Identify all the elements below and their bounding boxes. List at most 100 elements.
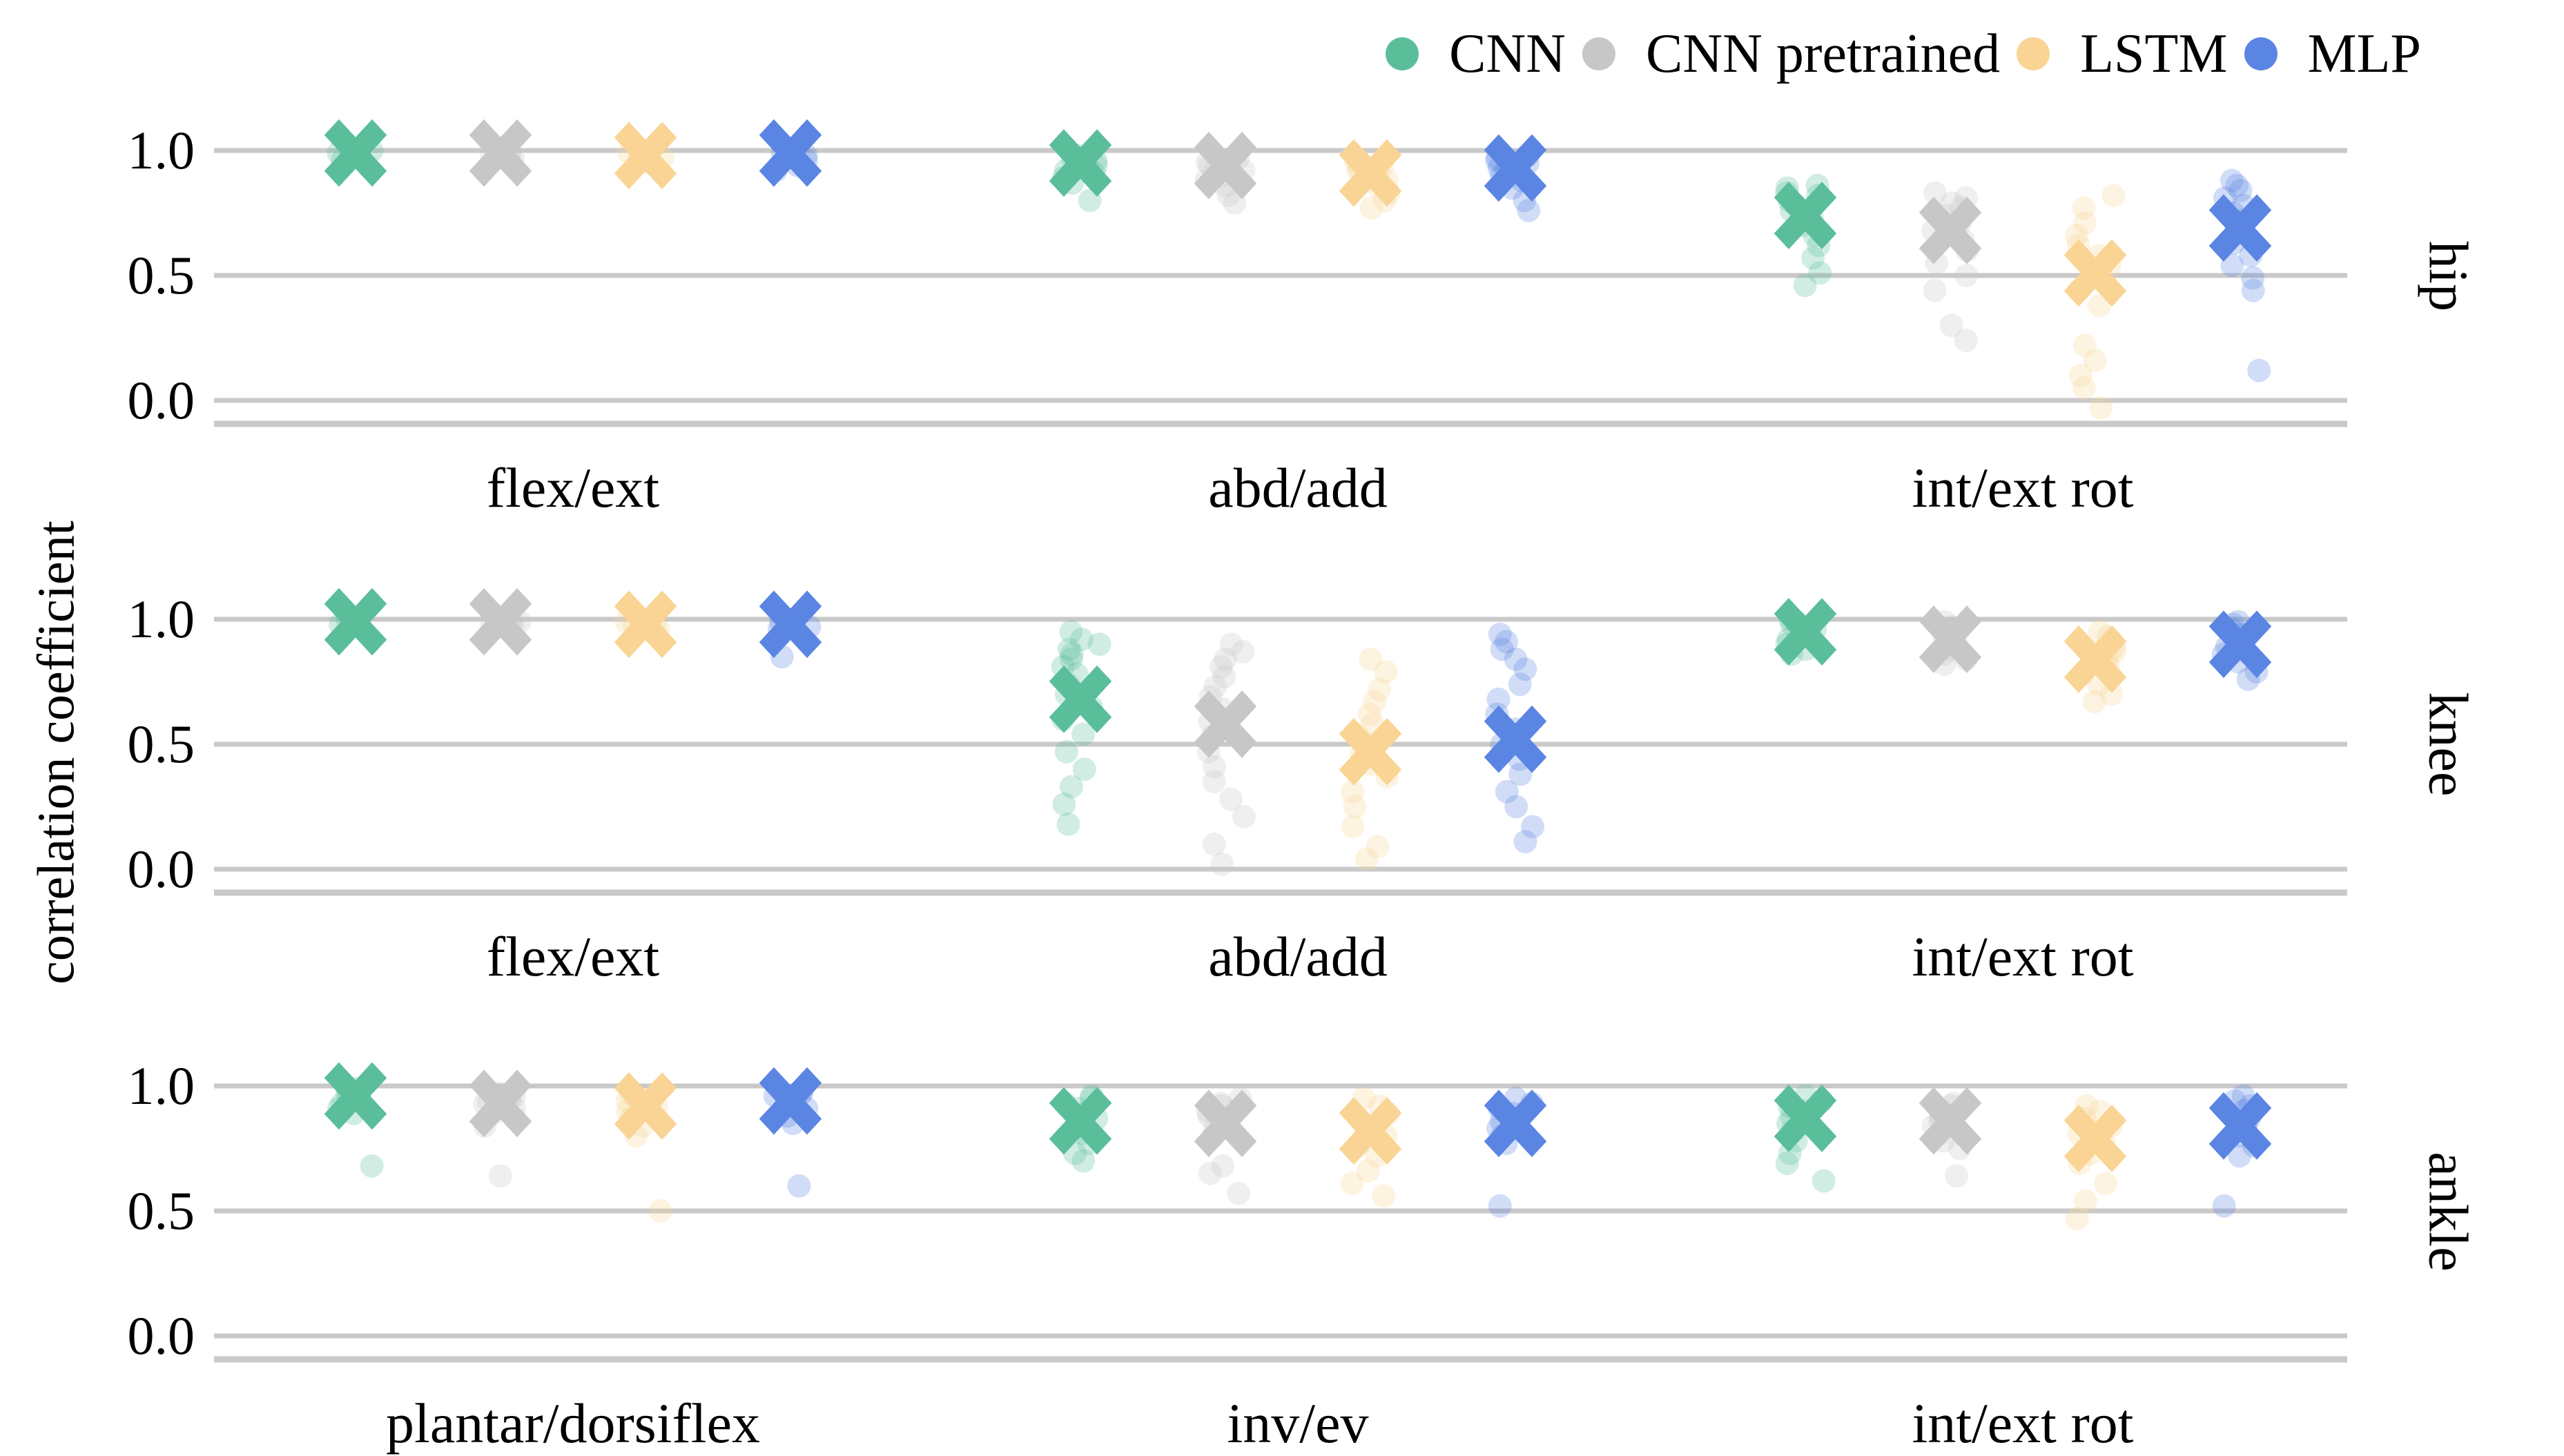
mean-x-marker <box>1484 705 1547 773</box>
data-point <box>1056 812 1080 836</box>
xlabel-knee-int-ext-rot: int/ext rot <box>1912 925 2134 988</box>
xlabel-knee-abd-add: abd/add <box>1208 925 1388 988</box>
legend-label: LSTM <box>2080 23 2228 84</box>
data-point <box>1060 775 1084 799</box>
data-point <box>1486 687 1511 711</box>
data-point <box>1923 181 1948 205</box>
data-point <box>2072 376 2096 400</box>
data-point <box>1939 313 1963 338</box>
xlabel-ankle-int-ext-rot: int/ext rot <box>1912 1392 2134 1455</box>
data-point <box>2083 349 2107 373</box>
data-point <box>1490 637 1514 661</box>
mean-x-marker <box>1339 139 1402 207</box>
data-point <box>1087 632 1111 657</box>
mean-x-marker <box>469 119 532 187</box>
data-point <box>1372 1184 1396 1208</box>
data-point <box>2082 690 2106 714</box>
data-point <box>1209 654 1233 679</box>
data-point <box>1778 1141 1802 1165</box>
legend-label: CNN pretrained <box>1645 23 2001 84</box>
mean-x-marker <box>1919 605 1982 673</box>
mean-x-marker <box>759 119 822 187</box>
legend-marker-circle <box>2017 37 2050 70</box>
mean-x-marker <box>1194 1089 1257 1158</box>
data-point <box>1210 852 1234 876</box>
data-point <box>1219 632 1243 657</box>
mean-x-marker <box>2208 194 2272 262</box>
mean-x-marker <box>1049 665 1112 733</box>
data-point <box>1341 815 1365 839</box>
data-point <box>1212 665 1236 689</box>
data-point <box>1954 264 1979 287</box>
data-point <box>1517 198 1541 222</box>
data-point <box>2247 358 2271 382</box>
mean-x-marker <box>614 590 677 659</box>
data-point <box>1071 722 1096 746</box>
mean-x-marker <box>1339 717 1402 786</box>
data-point <box>1231 640 1255 664</box>
data-point <box>2094 1172 2118 1196</box>
xlabel-ankle-inv-ev: inv/ev <box>1227 1392 1369 1455</box>
data-point <box>1340 1172 1364 1196</box>
data-point <box>2073 1189 2097 1213</box>
mean-x-marker <box>324 1062 387 1130</box>
data-point <box>1218 787 1243 811</box>
data-point <box>1508 762 1533 786</box>
data-point <box>1052 792 1076 816</box>
data-point <box>2089 396 2113 420</box>
data-point <box>1366 835 1390 859</box>
ytick-ankle-1.0: 1.0 <box>127 1056 195 1116</box>
xlabel-hip-flex-ext: flex/ext <box>486 456 660 519</box>
data-point <box>1495 630 1519 654</box>
data-point <box>1343 795 1367 819</box>
data-point <box>1808 261 1832 285</box>
mean-x-marker <box>2208 1092 2272 1160</box>
data-point <box>1354 847 1379 871</box>
data-point <box>1202 832 1226 856</box>
data-point <box>2065 1206 2089 1230</box>
data-point <box>1488 622 1512 646</box>
data-point <box>1198 1161 1223 1185</box>
mean-x-marker <box>2208 610 2272 679</box>
data-point <box>2225 173 2249 197</box>
data-point <box>2241 266 2265 290</box>
mean-x-marker <box>1484 134 1547 202</box>
data-point <box>1202 755 1226 779</box>
mean-x-marker <box>2063 625 2127 693</box>
legend-label: MLP <box>2307 23 2422 84</box>
data-point <box>2101 184 2126 208</box>
mean-x-marker <box>469 588 532 656</box>
mean-x-marker <box>1774 182 1837 249</box>
data-point <box>1954 329 1978 353</box>
data-point <box>2073 211 2097 235</box>
row-label-hip: hip <box>2417 240 2478 312</box>
data-point <box>2220 253 2244 278</box>
ytick-hip-0.0: 0.0 <box>127 370 195 430</box>
mean-x-marker <box>614 1072 677 1140</box>
data-point <box>1213 647 1237 671</box>
data-point <box>1211 1154 1235 1178</box>
legend-item-cnn: CNN <box>1386 18 1566 90</box>
data-point <box>1060 642 1084 666</box>
data-point <box>1057 637 1081 661</box>
data-point <box>1359 196 1383 220</box>
mean-x-marker <box>1194 690 1257 758</box>
data-point <box>1504 647 1528 671</box>
data-point <box>2228 178 2253 202</box>
data-point <box>1072 757 1096 782</box>
row-label-ankle: ankle <box>2417 1152 2478 1272</box>
xlabel-knee-flex-ext: flex/ext <box>486 925 660 988</box>
mean-x-marker <box>2063 1105 2127 1172</box>
data-point <box>1232 804 1256 828</box>
data-point <box>1059 647 1083 671</box>
mean-x-marker <box>1049 1087 1112 1155</box>
data-point <box>1513 830 1537 854</box>
panel-knee <box>214 588 2347 896</box>
data-point <box>1356 1159 1380 1183</box>
data-point <box>1059 620 1083 644</box>
data-point <box>1202 770 1226 794</box>
mean-x-marker <box>2063 239 2127 307</box>
data-point <box>2220 168 2244 193</box>
